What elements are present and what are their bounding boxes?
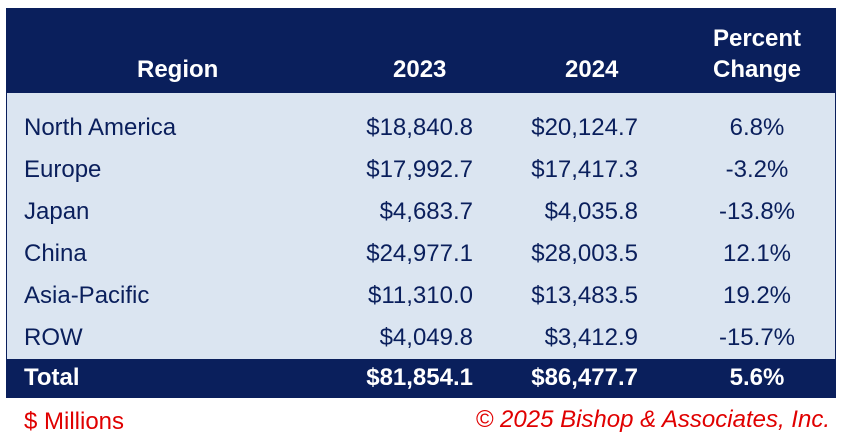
units-note: $ Millions	[24, 408, 125, 435]
cell-percent-change: -3.2%	[725, 156, 789, 183]
header-region: Region	[137, 56, 219, 83]
table-header: Region 2023 2024 Percent Change	[7, 9, 835, 93]
header-percent-line1: Percent	[712, 25, 802, 52]
table-body: North America $18,840.8 $20,124.7 6.8% E…	[7, 93, 835, 359]
cell-2023: $18,840.8	[366, 114, 473, 141]
table-row: North America $18,840.8 $20,124.7 6.8%	[7, 107, 835, 149]
table-row: Europe $17,992.7 $17,417.3 -3.2%	[7, 149, 835, 191]
table-row: Asia-Pacific $11,310.0 $13,483.5 19.2%	[7, 275, 835, 317]
cell-2024: $3,412.9	[544, 324, 638, 351]
cell-2023: $17,992.7	[366, 156, 473, 183]
cell-percent-change: -15.7%	[718, 324, 796, 351]
cell-percent-change: 19.2%	[722, 282, 792, 309]
copyright-note: © 2025 Bishop & Associates, Inc.	[475, 406, 830, 433]
cell-region: Asia-Pacific	[24, 282, 150, 309]
header-percent-change: Percent Change	[707, 23, 807, 85]
table-row: Japan $4,683.7 $4,035.8 -13.8%	[7, 191, 835, 233]
cell-2024: $17,417.3	[531, 156, 638, 183]
cell-percent-change: 6.8%	[729, 114, 785, 141]
cell-region: ROW	[24, 324, 83, 351]
cell-region: North America	[24, 114, 177, 141]
cell-2024: $28,003.5	[531, 240, 638, 267]
cell-2023: $4,049.8	[379, 324, 473, 351]
cell-2024: $20,124.7	[531, 114, 638, 141]
table-row: ROW $4,049.8 $3,412.9 -15.7%	[7, 317, 835, 359]
cell-region: Japan	[24, 198, 90, 225]
header-percent-line2: Change	[712, 56, 801, 83]
total-2024: $86,477.7	[531, 364, 638, 391]
cell-2024: $4,035.8	[544, 198, 638, 225]
header-2023: 2023	[393, 56, 447, 83]
total-2023: $81,854.1	[366, 364, 473, 391]
cell-percent-change: 12.1%	[722, 240, 792, 267]
total-label: Total	[24, 364, 80, 391]
table-row: China $24,977.1 $28,003.5 12.1%	[7, 233, 835, 275]
cell-2024: $13,483.5	[531, 282, 638, 309]
cell-percent-change: -13.8%	[718, 198, 796, 225]
total-percent-change: 5.6%	[729, 364, 785, 391]
cell-region: Europe	[24, 156, 102, 183]
data-table: Region 2023 2024 Percent Change North Am…	[6, 8, 836, 398]
cell-2023: $11,310.0	[368, 282, 473, 309]
header-2024: 2024	[565, 56, 619, 83]
cell-region: China	[24, 240, 87, 267]
cell-2023: $24,977.1	[366, 240, 473, 267]
total-row: Total $81,854.1 $86,477.7 5.6%	[7, 359, 835, 397]
cell-2023: $4,683.7	[379, 198, 473, 225]
